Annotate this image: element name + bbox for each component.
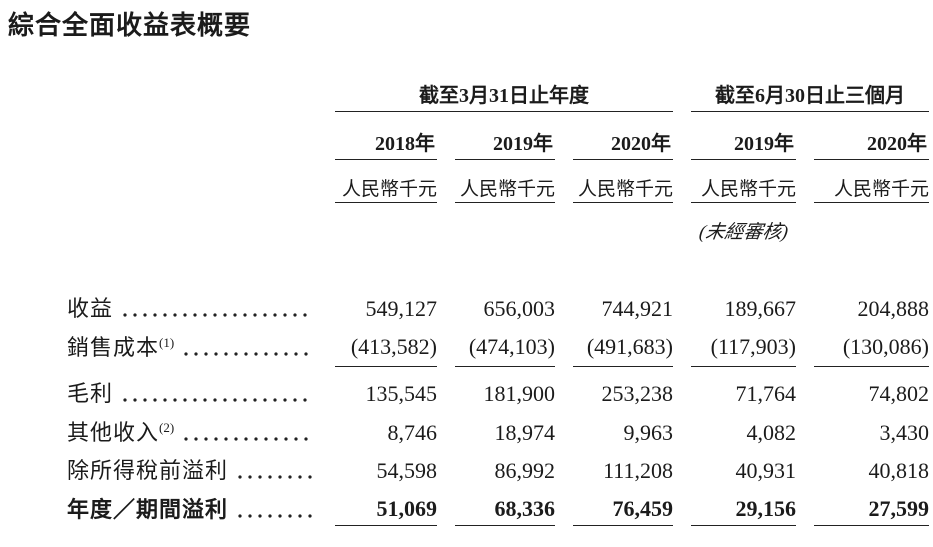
dot-leader <box>120 398 313 402</box>
row-label-cell: 收益 <box>67 295 317 323</box>
value-cell: 204,888 <box>857 296 930 321</box>
value-cell: 181,900 <box>483 381 556 406</box>
value-cell: 54,598 <box>376 458 438 483</box>
page-title: 綜合全面收益表概要 <box>8 11 252 40</box>
table-row-revenue: 收益 549,127 656,003 744,921 189,667 204,8… <box>67 245 933 323</box>
table-row-gross-profit: 毛利 135,545 181,900 253,238 71,764 74,802 <box>67 367 933 408</box>
value-cell: 29,156 <box>691 495 796 526</box>
label-column-spacer <box>67 111 317 112</box>
dot-leader <box>120 313 313 317</box>
row-label-cell: 毛利 <box>67 380 317 408</box>
value-cell: 744,921 <box>601 296 674 321</box>
footnote-ref-1: (1) <box>159 335 175 350</box>
value-cell: 9,963 <box>623 420 674 445</box>
value-cell: 656,003 <box>483 296 556 321</box>
column-header-q2020: 2020年 <box>814 112 929 160</box>
value-cell: 549,127 <box>365 296 438 321</box>
column-header-2018: 2018年 <box>335 112 437 160</box>
value-cell: 76,459 <box>573 495 673 526</box>
value-cell: 135,545 <box>365 381 438 406</box>
value-cell: (413,582) <box>335 333 437 367</box>
label-column-spacer <box>67 202 317 203</box>
unit-header-row: 人民幣千元 人民幣千元 人民幣千元 人民幣千元 人民幣千元 <box>67 160 933 203</box>
row-label: 其他收入 <box>67 420 160 445</box>
label-column-spacer <box>67 159 317 160</box>
dot-leader <box>235 475 313 479</box>
value-cell: 189,667 <box>724 296 797 321</box>
value-cell: 18,974 <box>494 420 556 445</box>
value-cell: (474,103) <box>455 333 555 367</box>
unit-label: 人民幣千元 <box>573 160 673 203</box>
row-label-cell: 年度／期間溢利 <box>67 496 317 526</box>
unit-label: 人民幣千元 <box>814 160 929 203</box>
column-header-q2019: 2019年 <box>691 112 796 160</box>
unaudited-note-row: (未經審核) <box>67 221 933 245</box>
value-cell: 3,430 <box>879 420 930 445</box>
row-label-cell: 銷售成本 (1) <box>67 334 317 367</box>
unit-label: 人民幣千元 <box>691 160 796 203</box>
value-cell: 111,208 <box>603 458 673 483</box>
dot-leader <box>181 437 313 441</box>
group-header-three-months: 截至6月30日止三個月 <box>691 83 929 112</box>
value-cell: (117,903) <box>691 333 796 367</box>
column-header-2019: 2019年 <box>455 112 555 160</box>
footnote-ref-2: (2) <box>159 420 175 435</box>
value-cell: 8,746 <box>387 420 438 445</box>
table-row-other-income: 其他收入 (2) 8,746 18,974 9,963 4,082 3,430 <box>67 408 933 447</box>
dot-leader <box>181 352 313 356</box>
year-header-row: 2018年 2019年 2020年 2019年 2020年 <box>67 112 933 160</box>
value-cell: 74,802 <box>868 381 930 406</box>
unit-label: 人民幣千元 <box>455 160 555 203</box>
column-header-2020: 2020年 <box>573 112 673 160</box>
value-cell: 40,818 <box>868 458 930 483</box>
row-label: 除所得稅前溢利 <box>67 458 229 483</box>
group-header-row: 截至3月31日止年度 截至6月30日止三個月 <box>67 83 933 112</box>
value-cell: 27,599 <box>814 495 929 526</box>
value-cell: 4,082 <box>746 420 797 445</box>
row-label: 年度／期間溢利 <box>67 497 229 522</box>
value-cell: 253,238 <box>601 381 674 406</box>
value-cell: (130,086) <box>814 333 929 367</box>
value-cell: (491,683) <box>573 333 673 367</box>
income-statement-table: 截至3月31日止年度 截至6月30日止三個月 2018年 2019年 2020年… <box>67 83 933 526</box>
dot-leader <box>235 514 313 518</box>
value-cell: 86,992 <box>494 458 556 483</box>
row-label-cell: 除所得稅前溢利 <box>67 457 317 485</box>
table-row-profit-before-tax: 除所得稅前溢利 54,598 86,992 111,208 40,931 40,… <box>67 447 933 485</box>
group-header-year-ended: 截至3月31日止年度 <box>335 83 673 112</box>
row-label: 收益 <box>67 296 114 321</box>
value-cell: 51,069 <box>335 495 437 526</box>
row-label-cell: 其他收入 (2) <box>67 419 317 447</box>
unaudited-note: (未經審核) <box>697 222 790 243</box>
value-cell: 71,764 <box>735 381 797 406</box>
table-row-cost-of-sales: 銷售成本 (1) (413,582) (474,103) (491,683) (… <box>67 323 933 367</box>
table-row-profit-for-period: 年度／期間溢利 51,069 68,336 76,459 29,156 27,5… <box>67 485 933 526</box>
value-cell: 68,336 <box>455 495 555 526</box>
row-label: 毛利 <box>67 381 114 406</box>
row-label: 銷售成本 <box>67 335 160 360</box>
unit-label: 人民幣千元 <box>335 160 437 203</box>
value-cell: 40,931 <box>735 458 797 483</box>
